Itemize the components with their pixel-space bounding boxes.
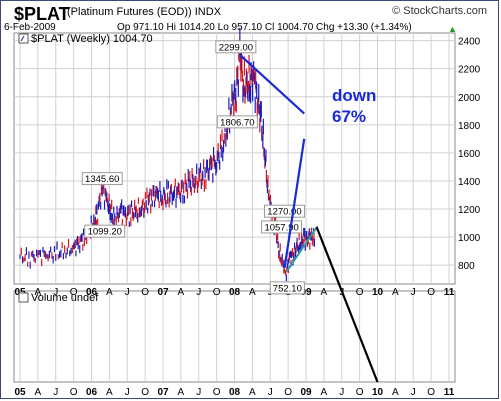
- price-legend-label: $PLAT (Weekly) 1004.70: [31, 33, 153, 45]
- annotation-label: 1099.20: [88, 227, 122, 238]
- y-tick-label: 800: [458, 261, 475, 272]
- y-tick-label: 2000: [458, 93, 481, 104]
- y-tick-label: 1600: [458, 149, 481, 160]
- channel-line: [285, 226, 318, 273]
- quote-date: 6-Feb-2009: [4, 22, 56, 33]
- annotation-label: 1057.90: [264, 222, 298, 233]
- trend-lines: [239, 53, 379, 383]
- annotation-box: [216, 115, 258, 129]
- x-tick-label: A: [35, 287, 42, 298]
- x-tick-label-volume: J: [339, 387, 344, 398]
- annotation-box: [269, 281, 305, 295]
- change-up-icon: ▲: [448, 24, 457, 34]
- x-tick-label: 11: [444, 287, 455, 298]
- x-tick-label: O: [213, 287, 221, 298]
- x-axis-volume: 05 A J O 06 A J O 07 A J O 08 A J O 09 A J O 10 A J O 11: [14, 387, 454, 398]
- x-tick-label-volume: A: [321, 387, 328, 398]
- volume-legend-icon: [18, 292, 29, 303]
- symbol-description: (Platinum Futures (EOD)) INDX: [67, 6, 222, 18]
- x-tick-label-volume: O: [284, 387, 292, 398]
- volume-legend: Volume undef: [18, 292, 99, 304]
- x-tick-label: J: [125, 287, 130, 298]
- x-tick-label-volume: 07: [157, 387, 169, 398]
- x-tick-label-volume: O: [70, 387, 78, 398]
- x-tick-label-volume: A: [35, 387, 42, 398]
- annotation-box: [84, 224, 126, 238]
- x-tick-label-volume: J: [411, 387, 416, 398]
- x-tick-label: O: [427, 287, 435, 298]
- x-tick-label: J: [53, 287, 58, 298]
- legend-icon: [18, 33, 29, 44]
- x-tick-label-volume: J: [125, 387, 130, 398]
- x-tick-label: J: [411, 287, 416, 298]
- x-tick-label-volume: A: [249, 387, 256, 398]
- legend-glyph: [20, 35, 25, 42]
- x-tick-label: O: [70, 287, 78, 298]
- x-tick-label-volume: 05: [14, 387, 26, 398]
- rebound-line: [283, 138, 306, 269]
- price-legend: $PLAT (Weekly) 1004.70: [18, 33, 153, 45]
- y-tick-label: 1000: [458, 233, 481, 244]
- projection-line: [315, 226, 379, 383]
- x-tick-label: A: [321, 287, 328, 298]
- x-tick-label: A: [178, 287, 185, 298]
- annotation-percent: 67%: [332, 107, 366, 126]
- y-tick-label: 1800: [458, 121, 481, 132]
- x-tick-label-volume: A: [106, 387, 113, 398]
- x-tick-label-volume: O: [213, 387, 221, 398]
- x-tick-label-volume: 11: [444, 387, 455, 398]
- ohlc-readout: Op 971.10 Hi 1014.20 Lo 957.10 Cl 1004.7…: [117, 22, 412, 33]
- x-tick-label: O: [356, 287, 364, 298]
- annotation-box: [81, 172, 123, 186]
- y-tick-label: 1400: [458, 177, 481, 188]
- x-tick-label: 07: [157, 287, 169, 298]
- annotation-down: down: [332, 86, 376, 105]
- x-tick-label-volume: J: [53, 387, 58, 398]
- x-tick-label: J: [196, 287, 201, 298]
- symbol-title: $PLAT: [14, 4, 70, 24]
- price-annotations: 1345.60 1099.20 1806.70 2299.00 1270.00 1057.…: [81, 40, 305, 295]
- x-tick-label-volume: O: [427, 387, 435, 398]
- x-tick-label: 08: [229, 287, 241, 298]
- x-tick-label: 06: [86, 287, 98, 298]
- x-tick-label-volume: 09: [300, 387, 312, 398]
- x-tick-label-volume: A: [178, 387, 185, 398]
- x-tick-label: O: [141, 287, 149, 298]
- x-tick-label-volume: O: [356, 387, 364, 398]
- x-tick-label: A: [106, 287, 113, 298]
- y-tick-label: 2400: [458, 37, 481, 48]
- volume-legend-label: Volume undef: [31, 292, 99, 304]
- x-tick-label-volume: A: [392, 387, 399, 398]
- annotation-label: 752.10: [273, 283, 302, 294]
- x-tick-label-volume: 08: [229, 387, 241, 398]
- x-tick-label: 09: [300, 287, 312, 298]
- x-tick-label: A: [249, 287, 256, 298]
- annotation-label: 2299.00: [219, 42, 253, 53]
- annotation-label: 1806.70: [220, 117, 254, 128]
- x-tick-label-volume: J: [268, 387, 273, 398]
- annotation-label: 1345.60: [85, 174, 119, 185]
- y-tick-label: 1200: [458, 205, 481, 216]
- y-tick-label: 2200: [458, 65, 481, 76]
- x-tick-label-volume: J: [196, 387, 201, 398]
- annotation-label: 1270.00: [267, 207, 301, 218]
- x-tick-label-volume: 10: [372, 387, 384, 398]
- x-tick-label: A: [392, 287, 399, 298]
- y-axis: 800 1000 1200 1400 1600 1800 2000 2200 2400: [458, 37, 481, 273]
- x-tick-label-volume: O: [141, 387, 149, 398]
- downtrend-line: [239, 53, 305, 115]
- x-tick-label-volume: 06: [86, 387, 98, 398]
- annotation-box: [215, 40, 257, 54]
- x-tick-label: 10: [372, 287, 384, 298]
- stockcharts-watermark: © StockCharts.com: [392, 5, 487, 17]
